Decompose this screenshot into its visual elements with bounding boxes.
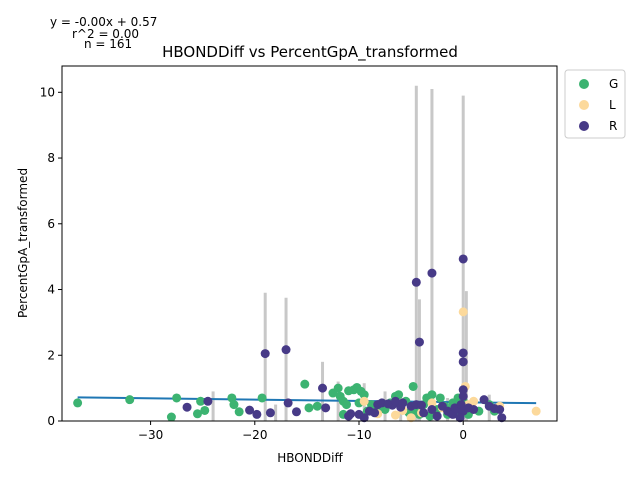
legend-marker-r [579, 121, 589, 131]
point-r [458, 391, 468, 401]
point-r [283, 398, 293, 408]
plot-frame [62, 66, 557, 421]
point-r [281, 345, 291, 355]
x-tick-label: 0 [459, 428, 467, 442]
point-r [455, 413, 465, 423]
point-r [419, 408, 429, 418]
point-r [398, 398, 408, 408]
point-r [414, 337, 424, 347]
point-r [495, 404, 505, 414]
y-axis: 0 2 4 6 8 10 [40, 85, 62, 428]
point-r [390, 396, 400, 406]
point-r [182, 402, 192, 412]
point-g [341, 400, 351, 410]
point-g [166, 412, 176, 422]
x-tick-label: −20 [242, 428, 267, 442]
plot-border [61, 65, 558, 422]
data-points [73, 254, 541, 423]
chart-title: HBONDDiff vs PercentGpA_transformed [162, 43, 458, 62]
point-r [458, 254, 468, 264]
point-g [435, 393, 445, 403]
point-r [321, 403, 331, 413]
point-g [73, 398, 83, 408]
sample-size-annotation: n = 161 [84, 37, 132, 51]
point-r [458, 348, 468, 358]
y-axis-label: PercentGpA_transformed [16, 168, 30, 318]
point-l [359, 396, 369, 406]
legend-label-g: G [609, 77, 618, 91]
y-tick-label: 4 [47, 283, 55, 297]
y-tick-label: 10 [40, 85, 55, 99]
x-tick-label: −30 [138, 428, 163, 442]
point-g [229, 400, 239, 410]
point-r [432, 411, 442, 421]
y-tick-label: 2 [47, 348, 55, 362]
legend-marker-g [579, 79, 589, 89]
point-r [427, 268, 437, 278]
plot-area [61, 65, 558, 423]
point-g [234, 407, 244, 417]
point-g [200, 405, 210, 415]
legend: GLR [564, 69, 626, 139]
point-r [497, 413, 507, 423]
point-r [318, 383, 328, 393]
point-r [417, 400, 427, 410]
point-r [479, 395, 489, 405]
y-tick-label: 0 [47, 414, 55, 428]
point-r [252, 409, 262, 419]
x-tick-label: −10 [346, 428, 371, 442]
legend-label-r: R [609, 119, 617, 133]
legend-label-l: L [609, 98, 616, 112]
point-l [390, 410, 400, 420]
point-g [304, 403, 314, 413]
point-g [359, 390, 369, 400]
point-l [531, 406, 541, 416]
point-r [359, 413, 369, 423]
point-g [312, 401, 322, 411]
point-r [265, 408, 275, 418]
point-r [427, 404, 437, 414]
point-r [458, 357, 468, 367]
point-g [257, 393, 267, 403]
point-r [411, 277, 421, 287]
point-r [291, 407, 301, 417]
point-r [458, 385, 468, 395]
point-g [192, 409, 202, 419]
point-g [427, 390, 437, 400]
point-g [333, 383, 343, 393]
point-g [172, 393, 182, 403]
r-squared-annotation: r^2 = 0.00 [72, 27, 139, 41]
regression-equation-annotation: y = -0.00x + 0.57 [50, 15, 157, 29]
point-l [406, 413, 416, 423]
point-g [125, 395, 135, 405]
legend-marker-l [579, 100, 589, 110]
point-l [427, 398, 437, 408]
y-tick-label: 6 [47, 217, 55, 231]
point-g [300, 379, 310, 389]
point-r [203, 396, 213, 406]
point-g [408, 381, 418, 391]
point-r [370, 408, 380, 418]
point-r [346, 409, 356, 419]
point-r [260, 349, 270, 359]
point-g [196, 396, 206, 406]
point-r [245, 405, 255, 415]
x-axis: −30 −20 −10 0 [138, 421, 467, 442]
point-l [458, 307, 468, 317]
y-tick-label: 8 [47, 151, 55, 165]
x-axis-label: HBONDDiff [277, 451, 343, 465]
point-r [469, 404, 479, 414]
